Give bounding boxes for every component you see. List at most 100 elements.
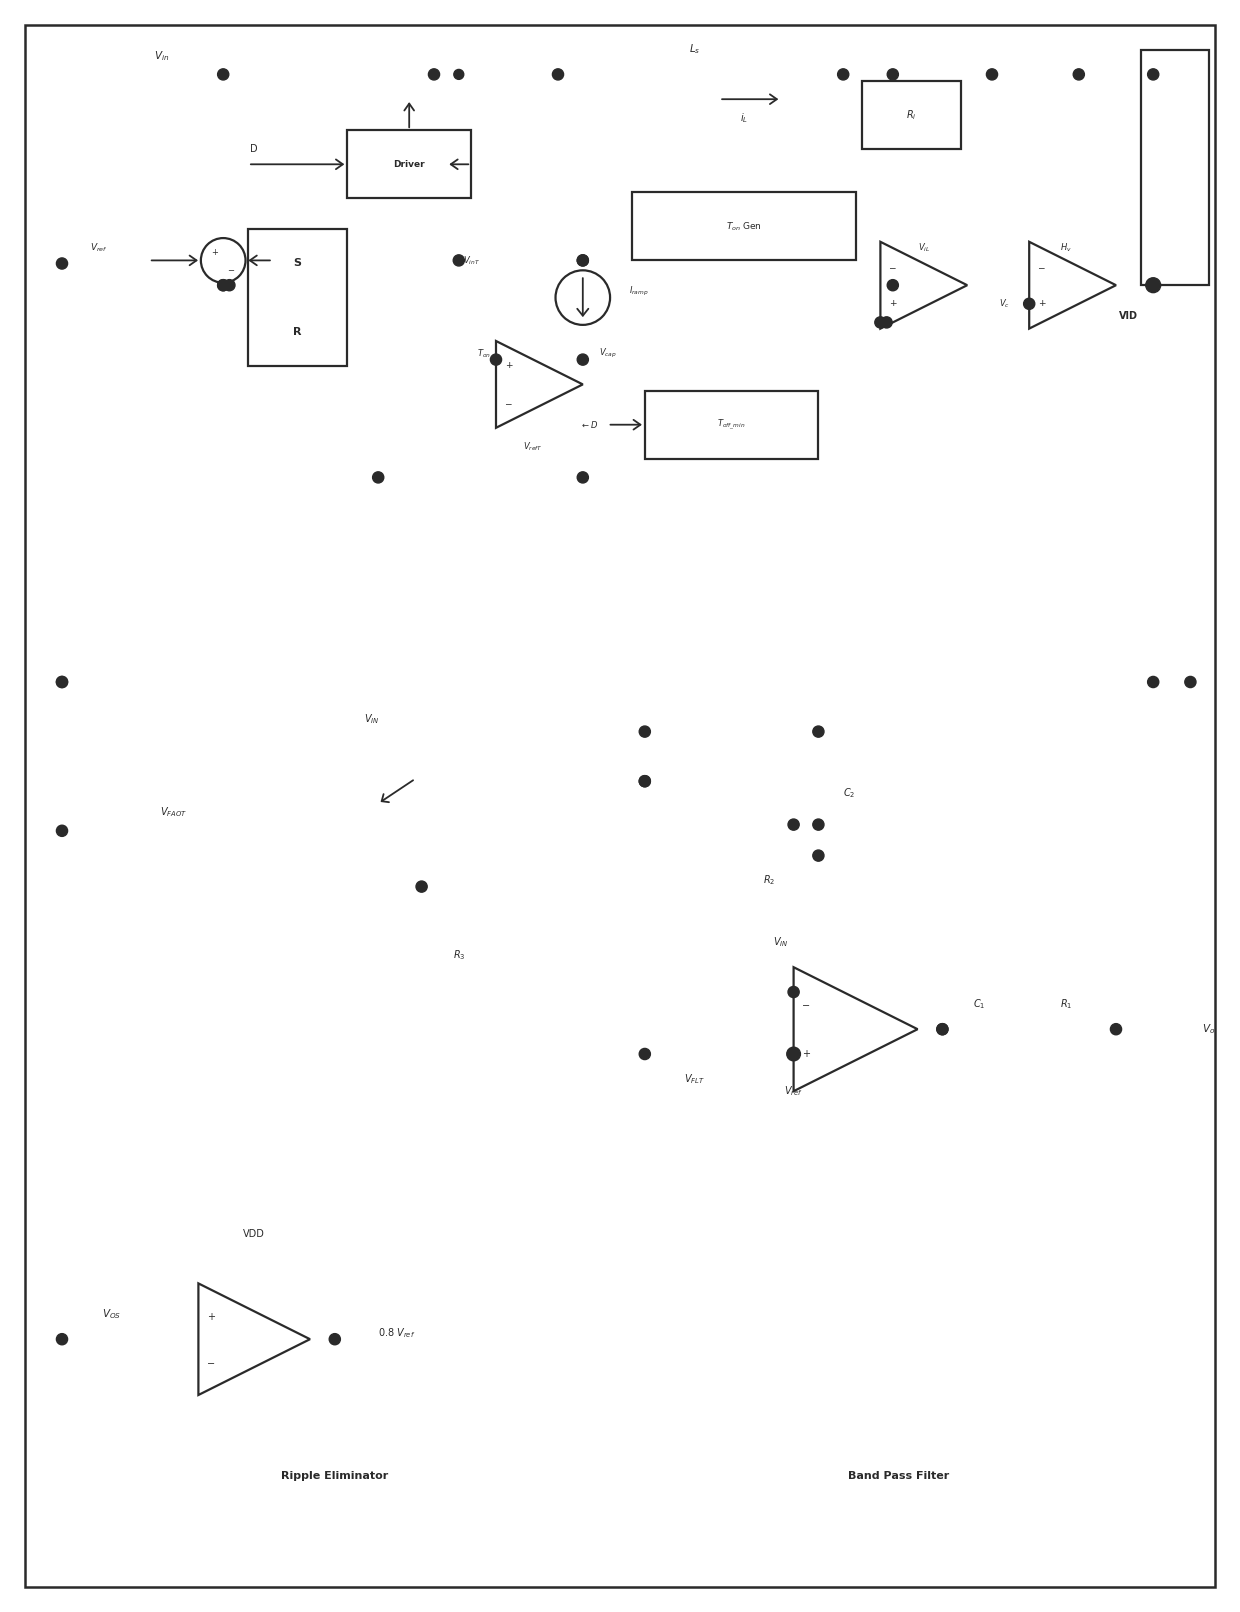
Bar [347, 131, 471, 198]
Circle shape [429, 69, 439, 81]
Text: Ripple Eliminator: Ripple Eliminator [281, 1470, 388, 1480]
Bar [632, 732, 1166, 1512]
Circle shape [1146, 277, 1161, 293]
Circle shape [888, 279, 898, 290]
Circle shape [789, 819, 800, 830]
Text: $L_s$: $L_s$ [688, 42, 701, 56]
Circle shape [640, 775, 651, 787]
Circle shape [838, 69, 849, 81]
Text: $0.8\ V_{ref}$: $0.8\ V_{ref}$ [378, 1327, 415, 1340]
Text: $R_i$: $R_i$ [906, 108, 916, 121]
Circle shape [57, 825, 67, 837]
Circle shape [1111, 1024, 1121, 1035]
Text: $-$: $-$ [505, 398, 512, 408]
Circle shape [552, 69, 563, 81]
Circle shape [874, 318, 885, 327]
Bar [74, 732, 608, 1512]
Circle shape [57, 677, 67, 688]
Circle shape [640, 775, 651, 787]
Text: +: + [505, 361, 512, 371]
Circle shape [812, 725, 823, 737]
Circle shape [1147, 677, 1158, 688]
Circle shape [57, 677, 67, 688]
Circle shape [640, 1048, 651, 1059]
Text: $T_{on}$ Gen: $T_{on}$ Gen [725, 221, 763, 232]
Circle shape [578, 255, 589, 266]
Text: $-$: $-$ [801, 999, 811, 1009]
Bar [632, 192, 856, 261]
Text: $-$: $-$ [206, 1357, 216, 1367]
Circle shape [936, 1024, 949, 1035]
Text: Band Pass Filter: Band Pass Filter [848, 1470, 950, 1480]
Circle shape [1147, 69, 1158, 81]
Text: $V_{cap}$: $V_{cap}$ [599, 347, 616, 359]
Text: $R_2$: $R_2$ [763, 874, 775, 887]
Circle shape [330, 1333, 340, 1344]
Text: $V_o$: $V_o$ [1184, 68, 1197, 81]
Text: $T_{off\_min}$: $T_{off\_min}$ [718, 418, 745, 432]
Text: $V_{IN}$: $V_{IN}$ [774, 935, 789, 949]
Text: $V_c$: $V_c$ [999, 298, 1009, 310]
Bar [1141, 50, 1209, 285]
Text: $R_3$: $R_3$ [453, 948, 465, 962]
Circle shape [372, 472, 384, 484]
Circle shape [987, 69, 997, 81]
Circle shape [812, 850, 823, 861]
Text: $V_{iL}$: $V_{iL}$ [918, 242, 930, 255]
Bar [645, 390, 818, 459]
Circle shape [578, 355, 589, 366]
Text: +: + [207, 1312, 215, 1322]
Circle shape [789, 987, 800, 998]
Text: Driver: Driver [393, 160, 425, 169]
Text: R: R [294, 327, 301, 337]
Circle shape [936, 1024, 949, 1035]
Circle shape [786, 1048, 801, 1061]
Bar [862, 81, 961, 148]
Circle shape [1074, 69, 1084, 81]
Text: D: D [250, 143, 258, 153]
Circle shape [57, 258, 67, 269]
Bar [50, 706, 1190, 1551]
Circle shape [491, 355, 501, 366]
Circle shape [640, 725, 651, 737]
Text: $V_{FLT}$: $V_{FLT}$ [684, 1072, 704, 1086]
Text: $V_{ref}$: $V_{ref}$ [91, 242, 108, 255]
Text: S: S [294, 258, 301, 269]
Circle shape [454, 255, 465, 266]
Text: $I_{ramp}$: $I_{ramp}$ [629, 285, 649, 298]
Text: $-$: $-$ [889, 263, 897, 271]
Circle shape [880, 318, 893, 327]
Text: $T_{on}$: $T_{on}$ [476, 347, 491, 359]
Circle shape [223, 279, 236, 290]
Text: $i_L$: $i_L$ [740, 111, 748, 124]
Text: $H_v$: $H_v$ [1060, 242, 1073, 255]
Bar [366, 181, 887, 477]
Text: $V_o$: $V_o$ [1203, 1022, 1215, 1037]
Text: $V_{FAOT}$: $V_{FAOT}$ [160, 806, 187, 819]
Text: $V_{OS}$: $V_{OS}$ [102, 1307, 122, 1322]
Circle shape [218, 279, 229, 290]
Text: $-$: $-$ [227, 264, 234, 274]
Text: $\leftarrow D$: $\leftarrow D$ [580, 419, 598, 430]
Circle shape [1185, 677, 1195, 688]
Circle shape [578, 472, 589, 484]
Text: VID: VID [1118, 311, 1138, 321]
Circle shape [1024, 298, 1034, 310]
Text: +: + [211, 248, 218, 258]
Circle shape [218, 279, 229, 290]
Text: $C_2$: $C_2$ [843, 787, 856, 801]
Text: $V_{inT}$: $V_{inT}$ [463, 255, 480, 266]
Text: $R_1$: $R_1$ [1060, 998, 1073, 1011]
Text: $V_{in}$: $V_{in}$ [154, 48, 169, 63]
Text: VDD: VDD [243, 1228, 265, 1238]
Text: +: + [802, 1049, 810, 1059]
Bar [248, 229, 347, 366]
Circle shape [454, 69, 464, 79]
Circle shape [812, 819, 823, 830]
Text: $-$: $-$ [1038, 263, 1045, 271]
Text: $V_{refT}$: $V_{refT}$ [523, 440, 543, 453]
Circle shape [417, 882, 427, 891]
Circle shape [888, 69, 898, 81]
Text: $V_{ref}$: $V_{ref}$ [784, 1085, 804, 1098]
Text: $C_1$: $C_1$ [973, 998, 986, 1011]
